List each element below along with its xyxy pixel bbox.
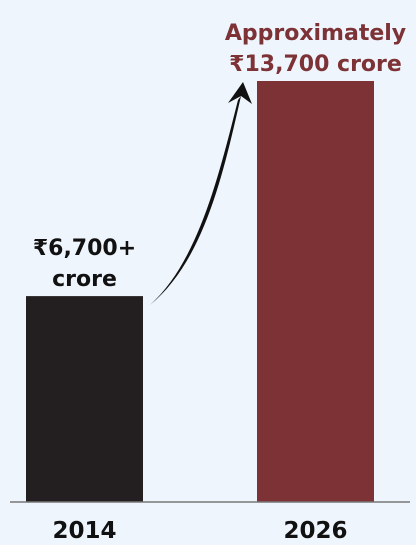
growth-arrow [150, 82, 252, 305]
data-label-2026-line-2: ₹13,700 crore [229, 52, 402, 77]
growth-arrow-head [228, 82, 252, 104]
bar-2026 [257, 81, 374, 502]
category-label-2026: 2026 [283, 518, 347, 544]
bar-2014 [26, 296, 143, 502]
data-label-2014-line-1: ₹6,700+ [33, 236, 136, 261]
data-label-2014-line-2: crore [52, 267, 117, 292]
category-label-2014: 2014 [52, 518, 116, 544]
growth-arrow-shaft [150, 96, 241, 305]
data-label-2026-line-1: Approximately [225, 21, 406, 46]
